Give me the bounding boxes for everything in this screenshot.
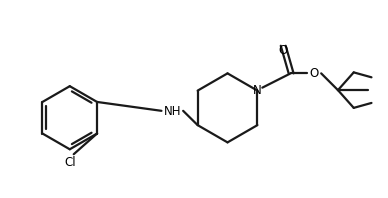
Text: N: N	[253, 84, 262, 97]
Text: O: O	[310, 67, 319, 80]
Text: NH: NH	[164, 105, 181, 118]
Text: O: O	[278, 44, 288, 57]
Text: Cl: Cl	[64, 156, 76, 169]
